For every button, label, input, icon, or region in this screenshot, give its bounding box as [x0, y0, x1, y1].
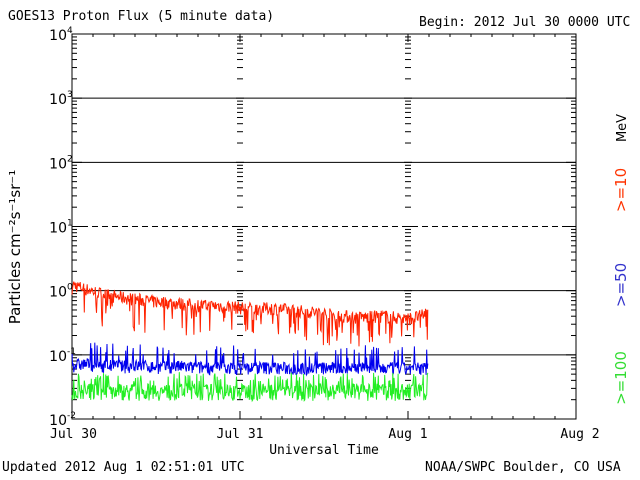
y-tick-base: 10 [49, 28, 67, 44]
x-tick-label: Aug 1 [388, 427, 427, 442]
begin-date: Begin: 2012 Jul 30 0000 UTC [419, 15, 631, 30]
y-tick-base: 10 [49, 413, 67, 429]
y-tick-exponent: 2 [67, 154, 73, 164]
y-tick-base: 10 [49, 156, 67, 172]
y-tick-label: 10 -2 [49, 411, 76, 429]
grid-lines [72, 97, 576, 356]
y-tick-label: 10 0 [49, 283, 73, 301]
series-line-0 [71, 281, 429, 347]
y-tick-exponent: -1 [67, 347, 76, 357]
y-tick-label: 10 4 [49, 26, 73, 44]
credit-text: NOAA/SWPC Boulder, CO USA [425, 460, 621, 475]
y-axis-label: Particles cm⁻²s⁻¹sr⁻¹ [6, 170, 24, 324]
axis-ticks [71, 33, 577, 420]
y-tick-exponent: 4 [67, 26, 73, 36]
y-tick-exponent: 0 [67, 283, 73, 293]
legend-unit: MeV [615, 114, 630, 142]
updated-timestamp: Updated 2012 Aug 1 02:51:01 UTC [2, 460, 245, 475]
energy-legend: MeV >=10 >=50 >=100 [612, 114, 630, 405]
chart-title: GOES13 Proton Flux (5 minute data) [8, 9, 275, 24]
x-tick-label: Jul 30 [50, 427, 97, 442]
y-tick-exponent: 1 [67, 219, 73, 229]
y-tick-label: 10 -1 [49, 347, 76, 365]
x-tick-label: Aug 2 [560, 427, 599, 442]
y-tick-label: 10 1 [49, 219, 73, 237]
series-line-2 [71, 372, 429, 403]
series-line-1 [71, 342, 429, 377]
y-tick-base: 10 [49, 92, 67, 108]
legend-entry-0: >=10 [612, 168, 630, 212]
y-tick-label: 10 3 [49, 90, 73, 108]
y-tick-exponent: 3 [67, 90, 73, 100]
y-tick-base: 10 [49, 349, 67, 365]
legend-entry-2: >=100 [612, 351, 630, 405]
y-tick-exponent: -2 [67, 411, 76, 421]
x-tick-label: Jul 31 [217, 427, 264, 442]
series-layer [71, 281, 429, 403]
legend-entry-1: >=50 [612, 263, 630, 307]
y-tick-label: 10 2 [49, 154, 73, 172]
y-tick-base: 10 [49, 221, 67, 237]
y-tick-base: 10 [49, 285, 67, 301]
x-axis-label: Universal Time [269, 443, 379, 458]
